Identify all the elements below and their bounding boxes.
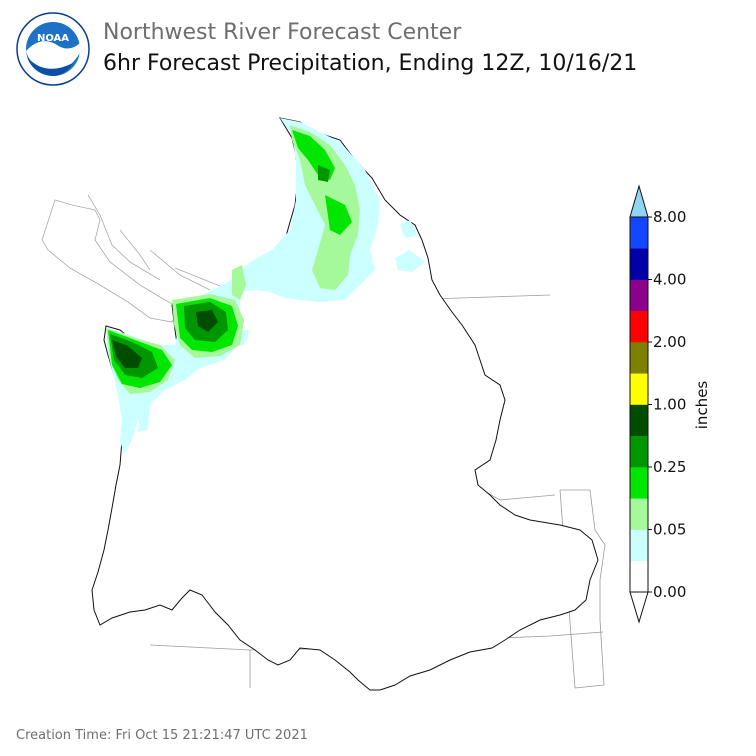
forecast-center-name: Northwest River Forecast Center <box>103 20 462 45</box>
logo-center-text: NOAA <box>37 33 69 44</box>
noaa-logo: NOAA <box>16 12 90 86</box>
precipitation-shading <box>106 118 425 455</box>
map-title: 6hr Forecast Precipitation, Ending 12Z, … <box>103 51 638 76</box>
creation-time: Creation Time: Fri Oct 15 21:21:47 UTC 2… <box>16 728 308 743</box>
